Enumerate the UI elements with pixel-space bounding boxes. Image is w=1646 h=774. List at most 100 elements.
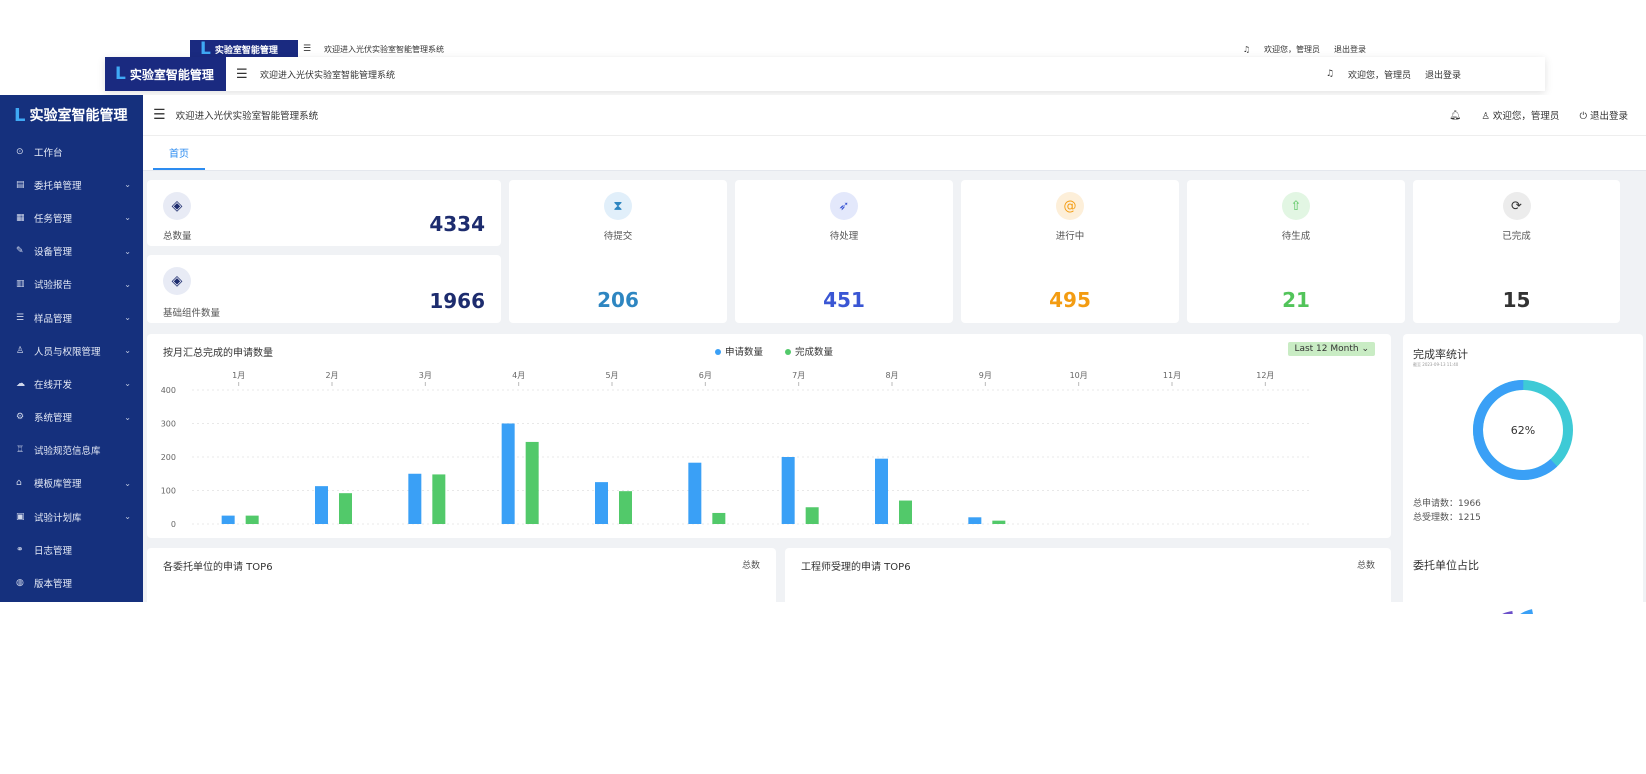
stat-label: 待处理 xyxy=(829,231,859,242)
bank-icon: ⌂ xyxy=(16,478,22,489)
bar-completed[interactable] xyxy=(245,515,259,524)
sidebar-item-label: 样品管理 xyxy=(34,313,73,325)
user-name: 欢迎您，管理员 xyxy=(1492,111,1560,122)
period-select[interactable]: Last 12 Month ⌄ xyxy=(1288,342,1375,356)
unit-share-donut-partial xyxy=(1502,609,1533,614)
bar-applied[interactable] xyxy=(595,482,608,524)
top6-engineers-card: 工程师受理的申请 TOP6 总数 xyxy=(785,548,1391,608)
sidebar-item[interactable]: ▥ 试验报告 ⌄ xyxy=(0,268,143,301)
stat-value: 15 xyxy=(1502,288,1531,312)
stat-label: 总数量 xyxy=(163,231,192,242)
stat-value: 495 xyxy=(1049,288,1091,312)
chevron-down-icon: ⌄ xyxy=(124,346,131,356)
bar-applied[interactable] xyxy=(408,473,422,524)
bar-completed[interactable] xyxy=(525,441,539,524)
sidebar: L 实验室智能管理 ⊙ 工作台 ▤ 委托单管理 ⌄ ▦ 任务管理 ⌄ ✎ 设备管理 ⌄ ▥ 试验报告 ⌄ ☰ 样… xyxy=(0,95,143,602)
ghost-logo-text: 实验室智能管理 xyxy=(214,45,278,56)
stat-card[interactable]: @ 进行中 495 xyxy=(961,180,1179,323)
ghost-bell-icon: ♫ xyxy=(1242,44,1250,54)
bar-applied[interactable] xyxy=(501,423,515,525)
bar-applied[interactable] xyxy=(221,515,235,524)
ghost-mid-header-right: ♫ 欢迎您，管理员 退出登录 xyxy=(1326,57,1461,91)
sidebar-item-label: 委托单管理 xyxy=(34,180,82,192)
sidebar-item[interactable]: ♙ 人员与权限管理 ⌄ xyxy=(0,334,143,367)
period-value: Last 12 Month xyxy=(1294,344,1359,354)
monthly-bar-chart: 0 100 200 300 400 1月 2月 3月 4月 5月 6月 7月 8月 9月 10月 11月 12月 xyxy=(161,371,1312,529)
stat-card[interactable]: ⇧ 待生成 21 xyxy=(1187,180,1405,323)
stat-card[interactable]: ⟳ 已完成 15 xyxy=(1413,180,1620,323)
bar-completed[interactable] xyxy=(899,500,912,524)
sidebar-item-label: 版本管理 xyxy=(34,579,73,591)
upload-icon: ⇧ xyxy=(1282,192,1310,220)
link-icon: ⚭ xyxy=(16,544,24,555)
stat-value: 451 xyxy=(823,288,865,312)
legend-dot xyxy=(785,349,792,355)
top6-engineers-title: 工程师受理的申请 TOP6 xyxy=(801,562,911,573)
legend-label: 完成数量 xyxy=(795,347,834,358)
ghost-welcome: 欢迎进入光伏实验室智能管理系统 xyxy=(324,44,444,54)
legend-dot xyxy=(715,349,721,355)
bar-applied[interactable] xyxy=(968,517,982,524)
sidebar-item[interactable]: ☰ 样品管理 ⌄ xyxy=(0,301,143,334)
stat-card[interactable]: ⧗ 待提交 206 xyxy=(509,180,727,323)
legend-item-applied[interactable]: 申请数量 xyxy=(715,344,763,358)
sidebar-item[interactable]: ▣ 试验计划库 ⌄ xyxy=(0,500,143,533)
sidebar-item-label: 试验计划库 xyxy=(34,512,82,524)
sidebar-menu: ⊙ 工作台 ▤ 委托单管理 ⌄ ▦ 任务管理 ⌄ ✎ 设备管理 ⌄ ▥ 试验报告 ⌄ ☰ 样品管理 ⌄ ♙ 人员与权… xyxy=(0,135,143,600)
x-tick-label: 11月 xyxy=(1163,371,1181,380)
completion-donut: 62% xyxy=(1473,380,1573,480)
sidebar-item[interactable]: ⚙ 系统管理 ⌄ xyxy=(0,401,143,434)
accepted-total: 总受理数：1215 xyxy=(1413,513,1481,523)
wrench-icon: ✎ xyxy=(16,246,24,257)
stat-label: 基础组件数量 xyxy=(163,308,221,319)
tab-home[interactable]: 首页 xyxy=(153,136,205,170)
bar-applied[interactable] xyxy=(875,458,888,524)
x-tick-label: 7月 xyxy=(792,371,805,380)
bar-completed[interactable] xyxy=(339,493,352,524)
sidebar-item[interactable]: ▦ 任务管理 ⌄ xyxy=(0,201,143,234)
ghost-header-right: ♫ 欢迎您，管理员 退出登录 xyxy=(1243,40,1366,58)
bar-completed[interactable] xyxy=(992,520,1006,524)
y-tick-label: 300 xyxy=(161,420,176,429)
menu-toggle-icon[interactable]: ☰ xyxy=(153,107,166,123)
sidebar-item[interactable]: ☁ 在线开发 ⌄ xyxy=(0,367,143,400)
sidebar-item[interactable]: ⊙ 工作台 xyxy=(0,135,143,168)
refresh-icon: ⟳ xyxy=(1502,192,1531,220)
sidebar-item[interactable]: ✎ 设备管理 ⌄ xyxy=(0,235,143,268)
bar-completed[interactable] xyxy=(619,491,632,524)
logout-label: 退出登录 xyxy=(1589,111,1628,122)
chevron-down-icon: ⌄ xyxy=(124,478,131,488)
stat-value: 21 xyxy=(1282,288,1310,312)
bar-applied[interactable] xyxy=(315,486,328,524)
chevron-down-icon: ⌄ xyxy=(124,180,131,190)
bar-applied[interactable] xyxy=(781,457,795,524)
sidebar-item[interactable]: ◍ 版本管理 xyxy=(0,566,143,599)
logout-button[interactable]: ⏻ 退出登录 xyxy=(1579,108,1628,122)
tab-bar: 首页 xyxy=(143,136,1646,171)
stat-card[interactable]: ➶ 待处理 451 xyxy=(735,180,953,323)
top6-units-title: 各委托单位的申请 TOP6 xyxy=(163,562,273,573)
bar-applied[interactable] xyxy=(688,462,702,524)
chevron-down-icon: ⌄ xyxy=(124,379,131,389)
user-menu[interactable]: ♙ 欢迎您，管理员 xyxy=(1481,108,1559,122)
donut-percent: 62% xyxy=(1511,424,1535,437)
chevron-down-icon: ⌄ xyxy=(124,213,131,223)
ghost-mid-logout: 退出登录 xyxy=(1424,70,1461,81)
bar-completed[interactable] xyxy=(805,507,819,524)
grid-icon: ▦ xyxy=(16,212,25,223)
sidebar-item[interactable]: ♖ 试验规范信息库 xyxy=(0,434,143,467)
sidebar-item-label: 人员与权限管理 xyxy=(34,346,101,358)
ghost-mid-user: 欢迎您，管理员 xyxy=(1347,70,1411,81)
ghost-mid-menu-icon: ☰ xyxy=(236,66,248,82)
ghost-window-back: L 实验室智能管理 ☰ 欢迎进入光伏实验室智能管理系统 ♫ 欢迎您，管理员 退出登… xyxy=(190,40,1452,58)
app-logo[interactable]: L 实验室智能管理 xyxy=(0,95,143,135)
sidebar-item[interactable]: ▤ 委托单管理 ⌄ xyxy=(0,168,143,201)
x-tick-label: 5月 xyxy=(605,371,618,380)
bar-completed[interactable] xyxy=(432,474,446,524)
legend-item-completed[interactable]: 完成数量 xyxy=(785,344,833,358)
bar-completed[interactable] xyxy=(712,512,726,524)
sidebar-item[interactable]: ⚭ 日志管理 xyxy=(0,533,143,566)
legend-label: 申请数量 xyxy=(725,347,764,358)
sidebar-item[interactable]: ⌂ 模板库管理 ⌄ xyxy=(0,467,143,500)
bell-icon[interactable]: 🔔︎ xyxy=(1449,109,1462,121)
